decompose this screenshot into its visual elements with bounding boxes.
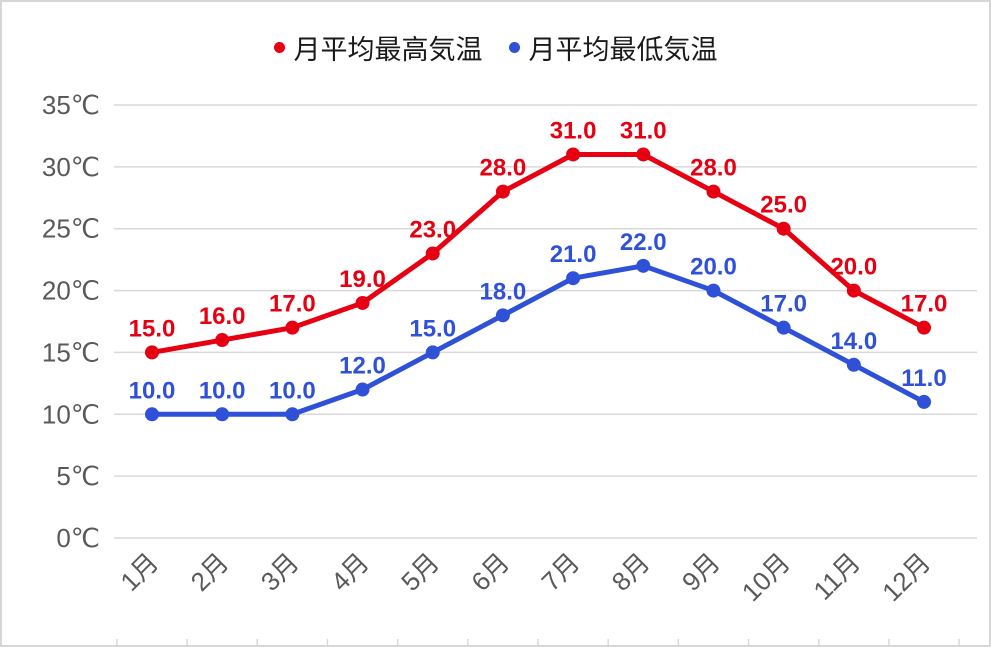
data-label: 10.0: [269, 377, 316, 404]
data-label: 20.0: [690, 254, 737, 281]
data-label: 10.0: [129, 377, 176, 404]
x-tick-label: 11月: [807, 547, 866, 606]
data-point-marker: [636, 258, 651, 273]
data-label: 25.0: [760, 192, 807, 219]
data-label: 15.0: [129, 315, 176, 342]
data-label: 31.0: [620, 117, 667, 144]
chart-legend: 月平均最高気温 月平均最低気温: [2, 28, 989, 67]
series-high: 15.0 16.0 17.0 19.0 23.0 28.0 31.0 31.0 28.0 25.0…: [129, 117, 948, 360]
legend-label-monthly-high: 月平均最高気温: [293, 35, 483, 65]
x-tick-label: 7月: [536, 547, 586, 597]
y-tick-label: 30℃: [42, 152, 100, 182]
x-tick-label: 5月: [395, 547, 445, 597]
data-point-marker: [355, 295, 370, 310]
data-point-marker: [776, 221, 791, 236]
x-tick-label: 2月: [185, 547, 235, 597]
x-tick-label: 3月: [255, 547, 305, 597]
data-label: 17.0: [269, 291, 316, 318]
data-point-marker: [846, 357, 861, 372]
legend-label-monthly-low: 月平均最低気温: [528, 35, 718, 65]
series-low: 10.0 10.0 10.0 12.0 15.0 18.0 21.0 22.0 20.0 17.0…: [129, 229, 947, 422]
data-point-marker: [495, 308, 510, 323]
data-label: 22.0: [620, 229, 667, 256]
series-line: [149, 151, 927, 355]
x-tick-label: 6月: [465, 547, 515, 597]
data-point-marker: [846, 283, 861, 298]
y-tick-label: 5℃: [56, 461, 100, 491]
data-label: 20.0: [830, 254, 877, 281]
data-label: 16.0: [199, 303, 246, 330]
data-label: 23.0: [409, 216, 456, 243]
data-label: 12.0: [339, 353, 386, 380]
y-tick-label: 15℃: [42, 337, 100, 367]
x-tick-label: 9月: [676, 547, 726, 597]
data-point-marker: [636, 147, 651, 162]
data-point-marker: [917, 394, 931, 409]
data-point-marker: [495, 184, 510, 199]
data-label: 10.0: [199, 377, 246, 404]
data-point-marker: [917, 320, 931, 335]
data-label: 28.0: [480, 155, 527, 182]
data-label: 19.0: [339, 266, 386, 293]
y-axis-labels: 0℃ 5℃ 10℃ 15℃ 20℃ 25℃ 30℃ 35℃: [42, 90, 100, 553]
data-point-marker: [706, 184, 721, 199]
y-tick-label: 25℃: [42, 214, 100, 244]
data-point-marker: [355, 382, 370, 397]
data-point-marker: [566, 271, 581, 286]
data-label: 15.0: [409, 315, 456, 342]
data-point-marker: [425, 246, 440, 261]
data-point-marker: [215, 333, 230, 348]
data-point-marker: [776, 320, 791, 335]
data-point-marker: [285, 320, 300, 335]
x-tick-label: 12月: [876, 547, 936, 607]
data-label: 21.0: [550, 241, 597, 268]
y-tick-label: 10℃: [42, 399, 100, 429]
data-point-marker: [706, 283, 721, 298]
data-label: 31.0: [550, 117, 597, 144]
series-line: [149, 263, 927, 417]
data-label: 17.0: [760, 291, 807, 318]
x-axis-ticks: [116, 639, 960, 645]
data-label: 11.0: [901, 365, 946, 392]
y-tick-label: 0℃: [56, 523, 100, 553]
x-axis-labels: 1月 2月 3月 4月 5月 6月 7月 8月 9月 10月 11月 12月: [114, 547, 936, 607]
data-point-marker: [566, 147, 581, 162]
legend-item-monthly-low: 月平均最低気温: [508, 28, 718, 67]
data-point-marker: [145, 407, 159, 422]
data-point-marker: [285, 407, 300, 422]
data-label: 14.0: [830, 328, 877, 355]
data-point-marker: [145, 345, 159, 360]
data-label: 18.0: [480, 278, 527, 305]
data-label: 28.0: [690, 155, 737, 182]
legend-item-monthly-high: 月平均最高気温: [273, 28, 483, 67]
data-point-marker: [215, 407, 230, 422]
x-tick-label: 1月: [114, 547, 164, 597]
y-tick-label: 20℃: [42, 276, 100, 306]
x-tick-label: 4月: [325, 547, 375, 597]
x-tick-label: 10月: [736, 547, 796, 607]
legend-marker-high-icon: [273, 42, 285, 53]
legend-marker-low-icon: [508, 42, 520, 53]
y-tick-label: 35℃: [42, 90, 100, 120]
x-tick-label: 8月: [606, 547, 656, 597]
data-label: 17.0: [901, 291, 948, 318]
data-point-marker: [425, 345, 440, 360]
